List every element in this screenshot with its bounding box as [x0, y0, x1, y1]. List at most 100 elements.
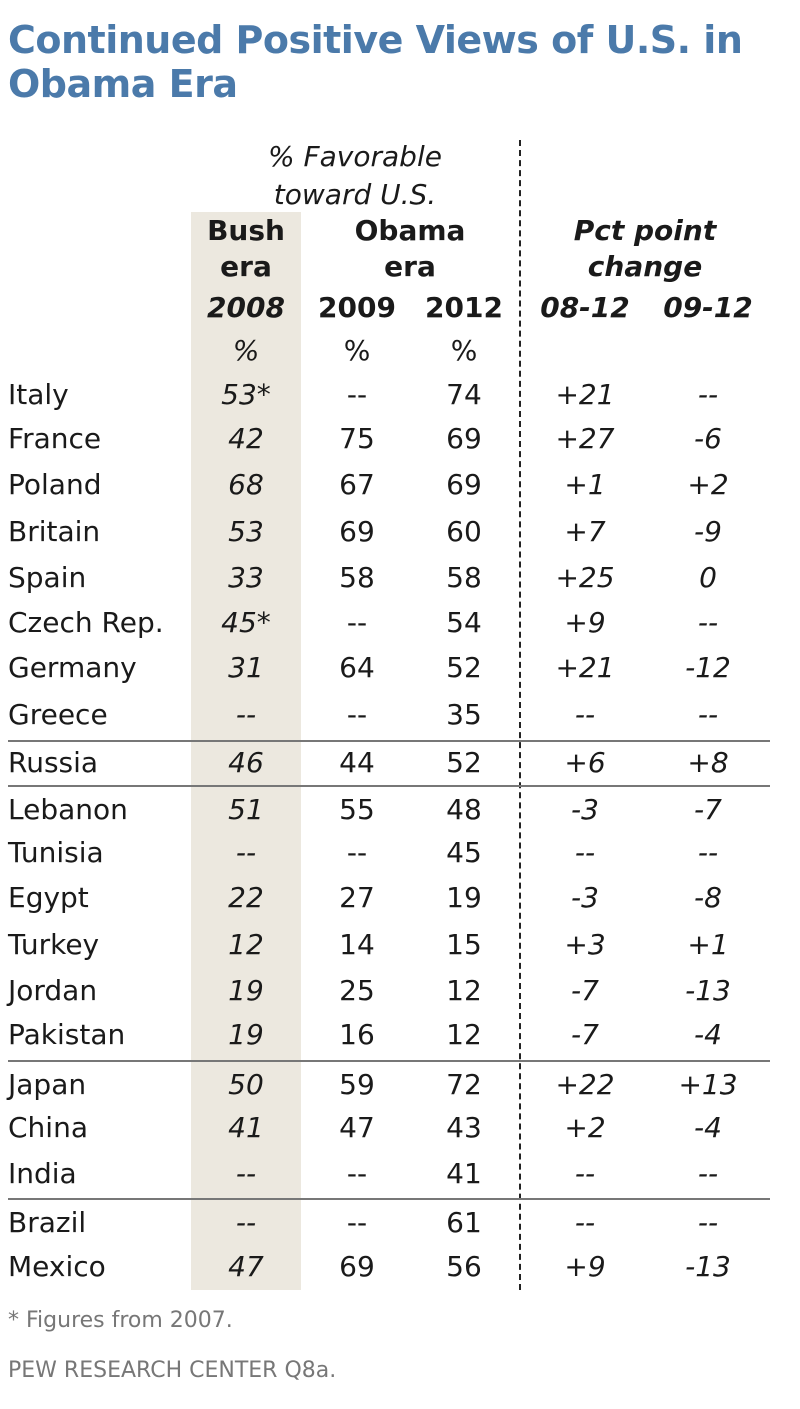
table-cell: 47 [228, 1250, 264, 1283]
table-cell: 58 [446, 561, 482, 594]
table-cell: -3 [571, 793, 599, 826]
source-note: PEW RESEARCH CENTER Q8a. [8, 1358, 337, 1383]
table-cell: -8 [694, 881, 722, 914]
table-cell: -- [235, 1157, 257, 1190]
table-cell: -- [346, 698, 368, 731]
country-label: Egypt [8, 881, 89, 914]
country-label: China [8, 1111, 88, 1144]
country-label: India [8, 1157, 77, 1190]
table-cell: -- [346, 1206, 368, 1239]
table-cell: 47 [339, 1111, 375, 1144]
table-cell: +6 [564, 746, 606, 779]
table-cell: +21 [555, 651, 615, 684]
table-cell: -- [346, 836, 368, 869]
table-cell: 19 [228, 1018, 264, 1051]
table-cell: 75 [339, 422, 375, 455]
country-label: France [8, 422, 102, 455]
country-label: Spain [8, 561, 87, 594]
table-cell: +2 [687, 468, 729, 501]
table-cell: 56 [446, 1250, 482, 1283]
table-cell: 14 [339, 928, 375, 961]
table-cell: 12 [446, 974, 482, 1007]
country-label: Russia [8, 746, 99, 779]
table-cell: 58 [339, 561, 375, 594]
table-cell: 33 [228, 561, 264, 594]
table-cell: -- [235, 836, 257, 869]
table-cell: 53 [228, 515, 264, 548]
unit-label: % [232, 334, 260, 367]
country-label: Pakistan [8, 1018, 126, 1051]
table-cell: 46 [228, 746, 264, 779]
country-label: Germany [8, 651, 137, 684]
table-cell: 12 [446, 1018, 482, 1051]
table-cell: +21 [555, 378, 615, 411]
column-header: 2008 [207, 291, 285, 324]
table-cell: -- [346, 1157, 368, 1190]
country-label: Czech Rep. [8, 606, 164, 639]
unit-label: % [343, 334, 371, 367]
table-cell: -3 [571, 881, 599, 914]
group-divider [8, 740, 770, 742]
table-cell: -6 [694, 422, 722, 455]
column-header: 2012 [425, 291, 503, 324]
bush-era-label: Bush era [207, 214, 285, 283]
table-cell: 45* [221, 606, 271, 639]
table-cell: -- [697, 606, 719, 639]
table-cell: 22 [228, 881, 264, 914]
table-cell: -- [697, 836, 719, 869]
table-cell: +9 [564, 606, 606, 639]
unit-label: % [450, 334, 478, 367]
footnote: * Figures from 2007. [8, 1308, 233, 1333]
table-cell: 52 [446, 651, 482, 684]
table-cell: -13 [685, 1250, 731, 1283]
country-label: Lebanon [8, 793, 128, 826]
table-cell: 35 [446, 698, 482, 731]
table-cell: 67 [339, 468, 375, 501]
group-divider [8, 785, 770, 787]
table-cell: -- [697, 1157, 719, 1190]
table-cell: +1 [564, 468, 606, 501]
table-cell: 43 [446, 1111, 482, 1144]
table-cell: 61 [446, 1206, 482, 1239]
table-cell: 72 [446, 1068, 482, 1101]
table-cell: +25 [555, 561, 615, 594]
bush-era-column-shading [191, 212, 301, 1290]
table-cell: 12 [228, 928, 264, 961]
table-cell: -12 [685, 651, 731, 684]
table-cell: +7 [564, 515, 606, 548]
country-label: Jordan [8, 974, 98, 1007]
column-header: 08-12 [540, 291, 630, 324]
table-cell: 41 [446, 1157, 482, 1190]
table-cell: +13 [678, 1068, 738, 1101]
table-cell: -4 [694, 1018, 722, 1051]
table-cell: -9 [694, 515, 722, 548]
country-label: Japan [8, 1068, 87, 1101]
table-cell: 25 [339, 974, 375, 1007]
table-cell: +1 [687, 928, 729, 961]
column-header: 09-12 [663, 291, 753, 324]
table-cell: -4 [694, 1111, 722, 1144]
table-cell: 45 [446, 836, 482, 869]
table-cell: 74 [446, 378, 482, 411]
table-cell: 41 [228, 1111, 264, 1144]
table-cell: 19 [446, 881, 482, 914]
pct-change-label: Pct point change [573, 214, 717, 283]
table-cell: 53* [221, 378, 271, 411]
table-cell: -- [574, 698, 596, 731]
table-cell: 64 [339, 651, 375, 684]
table-cell: +9 [564, 1250, 606, 1283]
table-cell: -7 [571, 1018, 599, 1051]
table-cell: 51 [228, 793, 264, 826]
table-cell: 60 [446, 515, 482, 548]
country-label: Greece [8, 698, 108, 731]
table-cell: 31 [228, 651, 264, 684]
table-cell: 48 [446, 793, 482, 826]
table-cell: 55 [339, 793, 375, 826]
country-label: Britain [8, 515, 101, 548]
chart-title: Continued Positive Views of U.S. in Obam… [8, 18, 743, 106]
table-cell: -7 [571, 974, 599, 1007]
table-cell: 69 [339, 1250, 375, 1283]
table-cell: 59 [339, 1068, 375, 1101]
pct-change-divider [519, 140, 521, 1290]
table-cell: -- [697, 698, 719, 731]
